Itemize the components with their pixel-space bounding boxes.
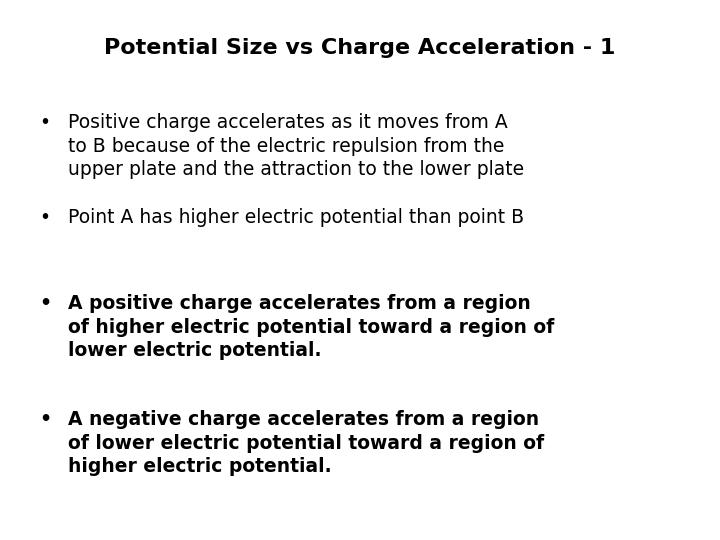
- Text: Point A has higher electric potential than point B: Point A has higher electric potential th…: [68, 208, 525, 227]
- Text: •: •: [40, 113, 50, 132]
- Text: A negative charge accelerates from a region
of lower electric potential toward a: A negative charge accelerates from a reg…: [68, 410, 544, 476]
- Text: •: •: [40, 294, 52, 313]
- Text: •: •: [40, 410, 52, 429]
- Text: A positive charge accelerates from a region
of higher electric potential toward : A positive charge accelerates from a reg…: [68, 294, 554, 360]
- Text: Positive charge accelerates as it moves from A
to B because of the electric repu: Positive charge accelerates as it moves …: [68, 113, 525, 179]
- Text: Potential Size vs Charge Acceleration - 1: Potential Size vs Charge Acceleration - …: [104, 38, 616, 58]
- Text: •: •: [40, 208, 50, 227]
